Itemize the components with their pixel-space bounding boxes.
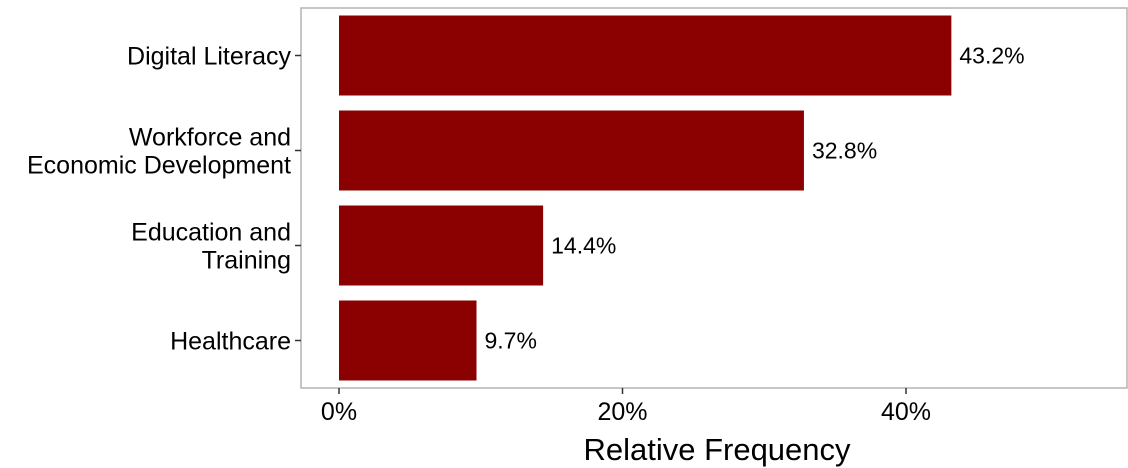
x-axis-ticks: 0% 20% 40% [321, 388, 931, 426]
y-category-label: Workforce and Economic Development [27, 124, 291, 180]
x-tick-label: 0% [321, 398, 357, 426]
y-axis-categories: Digital Literacy Workforce and Economic De… [27, 43, 301, 356]
bar [339, 15, 952, 96]
x-tick-label: 40% [881, 398, 931, 426]
bar-value-label: 43.2% [959, 43, 1024, 69]
bar [339, 205, 544, 286]
bar-value-label: 14.4% [551, 233, 616, 259]
y-category-label: Education and Training [131, 219, 291, 275]
y-category-label: Healthcare [170, 328, 291, 356]
bars-layer: 43.2% 32.8% 14.4% 9.7% [339, 15, 1025, 381]
x-tick-label: 20% [597, 398, 647, 426]
bar [339, 300, 477, 381]
bar [339, 110, 804, 191]
x-axis-title: Relative Frequency [583, 432, 851, 467]
bar-value-label: 9.7% [484, 328, 536, 354]
bar-value-label: 32.8% [812, 138, 877, 164]
plot-panel-border [300, 7, 1128, 389]
y-category-label: Digital Literacy [127, 43, 291, 71]
